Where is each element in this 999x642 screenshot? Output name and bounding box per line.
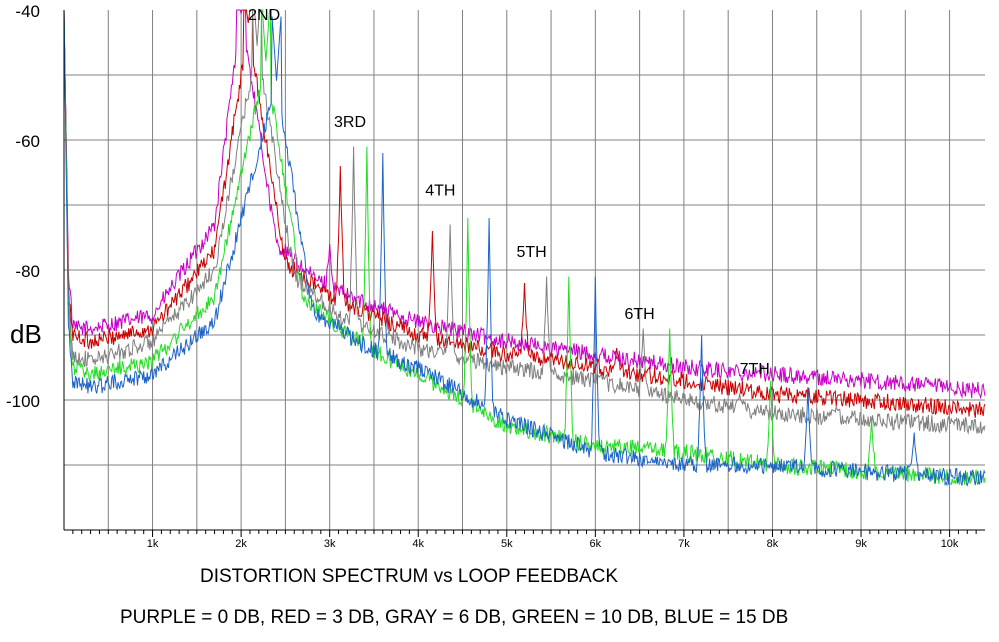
x-tick-label: 7k <box>678 538 690 550</box>
spectrum-series-line <box>63 9 986 487</box>
harmonic-label: 2ND <box>248 7 280 24</box>
harmonic-label: 6TH <box>625 306 655 323</box>
x-tick-label: 6k <box>590 538 602 550</box>
y-tick-label: -60 <box>15 132 40 151</box>
harmonic-label: 4TH <box>425 182 455 199</box>
harmonic-label: 7TH <box>740 361 770 378</box>
chart-title: DISTORTION SPECTRUM vs LOOP FEEDBACK <box>200 566 619 587</box>
legend-text: PURPLE = 0 DB, RED = 3 DB, GRAY = 6 DB, … <box>120 607 789 628</box>
x-tick-label: 8k <box>767 538 779 550</box>
x-tick-label: 4k <box>412 538 424 550</box>
tick-labels: 1k 2k 3k 4k 5k 6k 7k 8k 9k 10k -40 -60 -80 -100 dB <box>6 2 959 550</box>
spectrum-series-line <box>63 9 986 418</box>
x-tick-label: 10k <box>941 538 959 550</box>
harmonic-annotations: 2ND 3RD 4TH 5TH 6TH 7TH <box>248 7 770 378</box>
y-tick-label: -100 <box>6 392 40 411</box>
x-tick-label: 9k <box>855 538 867 550</box>
harmonic-label: 5TH <box>516 244 546 261</box>
x-tick-label: 3k <box>324 538 336 550</box>
y-axis-label: dB <box>10 319 42 349</box>
axes <box>63 10 985 537</box>
grid-lines <box>64 10 985 530</box>
series-layer <box>63 9 986 487</box>
x-tick-label: 5k <box>501 538 513 550</box>
y-tick-label: -40 <box>15 2 40 21</box>
x-tick-label: 2k <box>235 538 247 550</box>
spectrum-series-line <box>63 9 986 400</box>
spectrum-series-line <box>63 9 986 435</box>
y-tick-label: -80 <box>15 262 40 281</box>
x-tick-label: 1k <box>147 538 159 550</box>
harmonic-label: 3RD <box>334 114 366 131</box>
